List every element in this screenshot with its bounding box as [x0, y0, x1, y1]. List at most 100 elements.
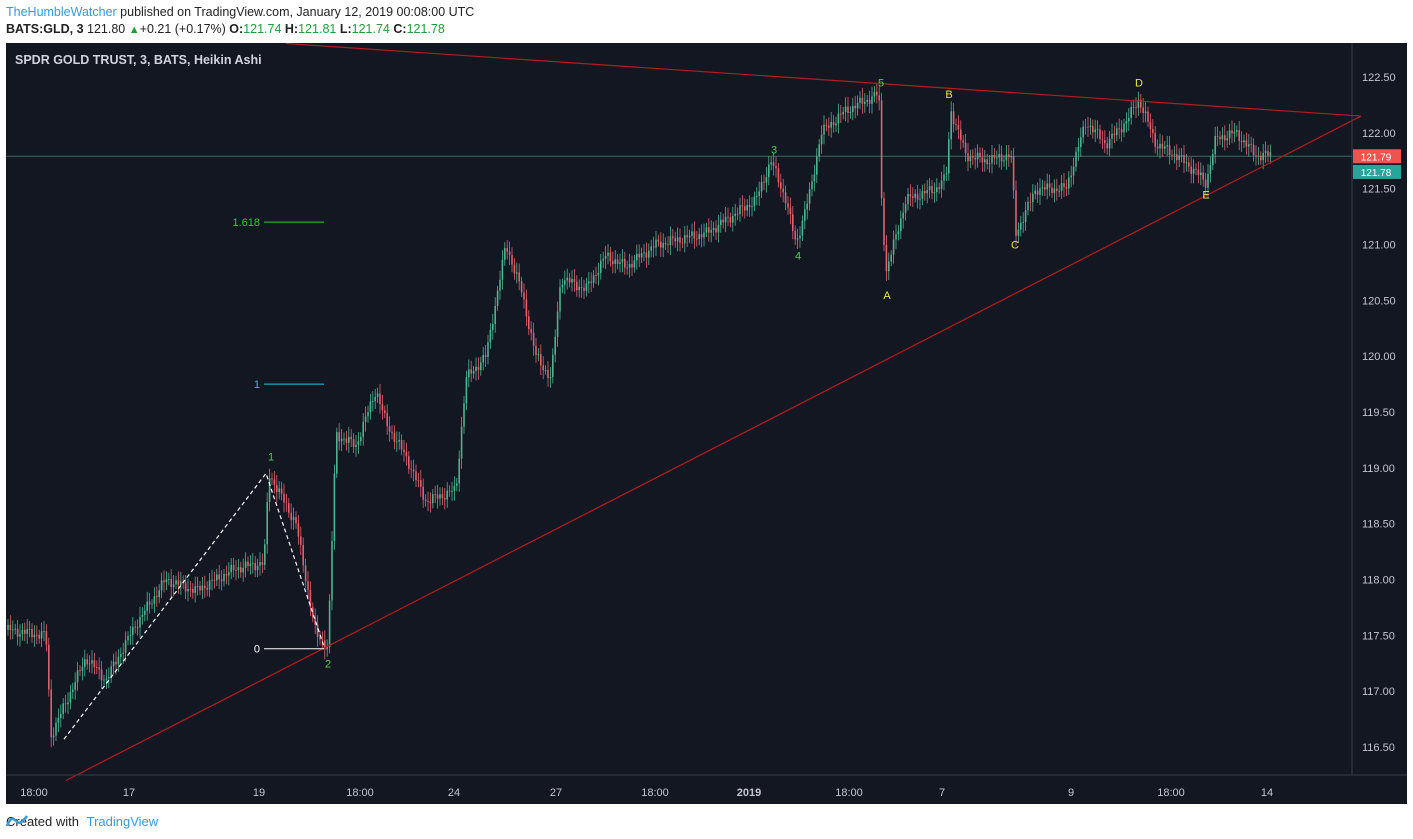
candle-body: [136, 627, 139, 629]
candle-body: [170, 578, 172, 588]
candle-body: [960, 129, 962, 141]
candle-body: [540, 354, 542, 366]
publish-info: TheHumbleWatcher published on TradingVie…: [6, 5, 474, 19]
candle-body: [1197, 169, 1200, 176]
candle-body: [880, 100, 883, 199]
candle-body: [1248, 144, 1250, 147]
candle-body: [504, 248, 506, 260]
candles: [7, 83, 1272, 748]
candle-body: [283, 493, 285, 503]
candle-body: [981, 157, 984, 163]
candle-body: [408, 456, 410, 469]
candle-body: [453, 485, 456, 492]
candle-body: [420, 480, 422, 487]
candle-body: [892, 239, 895, 255]
candle-body: [928, 186, 931, 191]
candle-body: [7, 624, 9, 630]
candle-body: [110, 666, 112, 678]
candle-body: [710, 230, 712, 233]
candle-body: [590, 281, 592, 283]
candle-body: [1240, 140, 1243, 143]
candle-body: [765, 177, 768, 183]
candle-body: [314, 617, 316, 625]
candle-body: [595, 275, 597, 276]
candle-body: [840, 113, 842, 115]
candle-body: [384, 410, 386, 414]
candle-body: [662, 243, 664, 248]
candle-body: [446, 490, 448, 500]
candle-body: [158, 590, 160, 598]
candle-body: [832, 122, 835, 126]
candle-body: [984, 159, 986, 163]
candle-body: [969, 156, 972, 162]
candle-body: [996, 157, 998, 159]
candle-body: [700, 234, 703, 238]
candle-body: [772, 162, 775, 166]
candle-body: [1108, 138, 1111, 149]
candle-body: [645, 252, 648, 258]
candle-body: [854, 105, 856, 109]
candle-body: [19, 634, 21, 637]
candle-body: [520, 281, 523, 293]
candle-body: [187, 589, 189, 592]
candle-body: [816, 156, 818, 175]
candle-body: [410, 468, 412, 470]
candle-body: [873, 91, 876, 97]
candle-body: [876, 91, 878, 96]
price-tick-label: 116.50: [1362, 742, 1395, 754]
candle-body: [1120, 129, 1123, 133]
candle-body: [98, 667, 100, 670]
candle-body: [1077, 146, 1080, 152]
price-chart[interactable]: 0 1 1.618 1 2 3 4 5 A B C D E 116.50 117.00 117.50 118.0…: [6, 43, 1407, 804]
candle-body: [660, 241, 662, 248]
candle-body: [703, 232, 705, 238]
candle-body: [612, 261, 614, 264]
candle-body: [847, 106, 849, 113]
candle-body: [535, 345, 537, 356]
candle-body: [386, 413, 388, 427]
candle-body: [758, 191, 760, 196]
candle-body: [1238, 130, 1240, 141]
candle-body: [86, 659, 88, 665]
candle-body: [48, 644, 50, 690]
time-tick-label: 17: [123, 787, 135, 799]
candle-body: [62, 703, 64, 714]
chart-panel[interactable]: 0 1 1.618 1 2 3 4 5 A B C D E 116.50 117.00 117.50 118.0…: [6, 43, 1407, 804]
tradingview-link[interactable]: TradingView: [86, 814, 159, 829]
candle-body: [1000, 154, 1003, 162]
candle-body: [247, 561, 249, 567]
candle-body: [621, 258, 624, 263]
candle-body: [888, 261, 890, 272]
candle-body: [631, 263, 633, 268]
candle-body: [256, 565, 259, 571]
candle-body: [292, 517, 295, 521]
candle-body: [460, 426, 463, 459]
candle-body: [24, 629, 26, 634]
candle-body: [240, 567, 242, 573]
candle-body: [835, 123, 837, 126]
candle-body: [1096, 129, 1099, 131]
candle-body: [871, 96, 873, 104]
candle-body: [799, 235, 801, 239]
fib-level-label: 0: [254, 644, 260, 656]
candle-body: [936, 187, 938, 193]
time-tick-label: 2019: [737, 787, 761, 799]
candle-body: [1087, 126, 1089, 128]
candle-body: [818, 144, 820, 157]
wave-label: A: [883, 290, 891, 302]
candle-body: [1017, 229, 1020, 236]
candle-body: [775, 165, 777, 169]
author-link[interactable]: TheHumbleWatcher: [6, 5, 117, 19]
candle-body: [355, 444, 357, 447]
candle-body: [950, 111, 952, 140]
candle-body: [1111, 133, 1113, 139]
candle-body: [117, 656, 120, 665]
candle-body: [972, 156, 974, 158]
candle-body: [1012, 156, 1015, 191]
candle-body: [489, 329, 492, 343]
candle-body: [696, 238, 698, 240]
candle-body: [146, 601, 148, 611]
candle-body: [45, 631, 48, 645]
high-label: H:: [284, 22, 299, 36]
candle-body: [1171, 154, 1173, 156]
